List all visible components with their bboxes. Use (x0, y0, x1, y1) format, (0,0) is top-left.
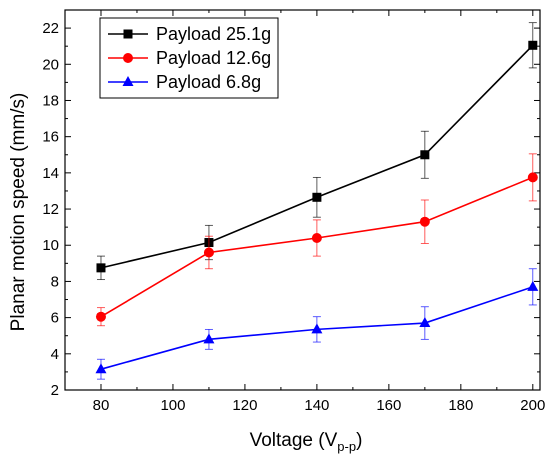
series-layer (95, 22, 539, 380)
marker-triangle (311, 323, 323, 334)
marker-circle (123, 53, 133, 63)
marker-triangle (95, 363, 107, 374)
marker-triangle (527, 280, 539, 291)
marker-square (528, 40, 538, 50)
x-tick-label: 140 (304, 397, 329, 414)
marker-triangle (203, 333, 215, 344)
x-tick-label: 120 (232, 397, 257, 414)
series-3 (95, 268, 539, 380)
marker-circle (527, 172, 538, 183)
marker-circle (203, 247, 214, 258)
y-tick-label: 14 (42, 165, 59, 182)
x-axis-ticks: 80 100 120 140 160 180 200 (93, 10, 545, 414)
y-tick-label: 10 (42, 237, 59, 254)
x-tick-label: 160 (376, 397, 401, 414)
y-tick-label: 4 (51, 346, 59, 363)
y-axis-ticks: 2 4 6 8 10 12 14 16 18 20 22 (42, 20, 540, 399)
legend: Payload 25.1g Payload 12.6g Payload 6.8g (99, 17, 279, 99)
legend-item: Payload 6.8g (108, 72, 261, 92)
marker-square (420, 150, 430, 160)
marker-circle (311, 233, 322, 243)
legend-label: Payload 6.8g (156, 72, 261, 92)
y-tick-label: 16 (42, 129, 59, 146)
legend-label: Payload 12.6g (156, 48, 271, 68)
y-tick-label: 8 (51, 273, 59, 290)
x-axis-title: Voltage (Vp-p) (250, 430, 363, 454)
y-tick-label: 18 (42, 92, 59, 109)
y-tick-label: 22 (42, 20, 59, 37)
legend-label: Payload 25.1g (156, 24, 271, 44)
x-tick-label: 200 (520, 397, 545, 414)
series-2 (95, 153, 538, 327)
y-tick-label: 20 (42, 56, 59, 73)
plot-frame (64, 9, 541, 391)
marker-circle (95, 311, 106, 322)
marker-triangle (419, 317, 431, 328)
x-tick-label: 100 (160, 397, 185, 414)
y-tick-label: 2 (51, 382, 59, 399)
x-tick-label: 80 (93, 397, 110, 414)
marker-square (123, 29, 133, 39)
x-axis-title-subscript: p-p (337, 439, 356, 454)
plot-border (64, 9, 541, 391)
x-axis-title-close: ) (356, 430, 362, 451)
marker-square (312, 192, 322, 202)
x-tick-label: 180 (448, 397, 473, 414)
legend-item: Payload 25.1g (108, 24, 271, 44)
marker-circle (419, 216, 430, 227)
legend-item: Payload 12.6g (108, 48, 271, 68)
y-tick-label: 12 (42, 201, 59, 218)
marker-square (96, 263, 106, 273)
marker-triangle (122, 76, 134, 86)
y-axis-title: Planar motion speed (mm/s) (8, 93, 29, 332)
x-axis-title-main: Voltage (V (250, 430, 338, 451)
y-tick-label: 6 (51, 310, 59, 327)
